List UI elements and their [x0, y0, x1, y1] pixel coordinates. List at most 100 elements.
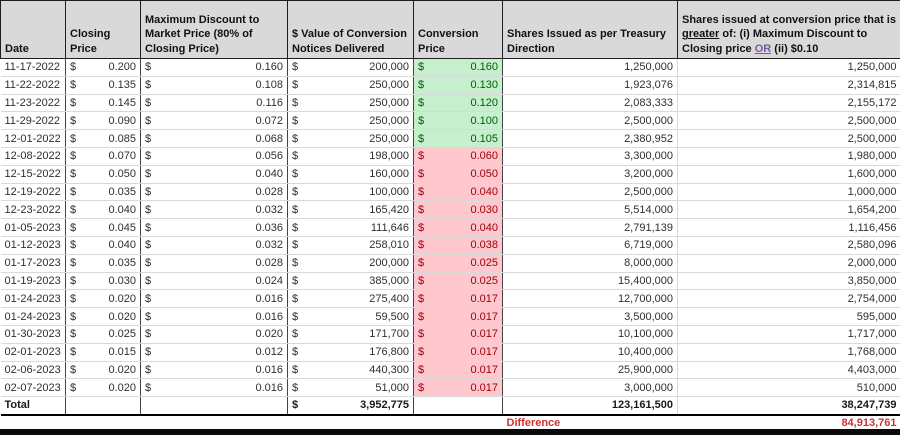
issued-shares-cell[interactable]: 2,754,000 — [677, 289, 900, 309]
notice-value-cell[interactable]: $165,420 — [287, 200, 414, 220]
treasury-shares-cell[interactable]: 2,380,952 — [502, 129, 678, 148]
date-cell[interactable]: 01-17-2023 — [0, 254, 66, 273]
treasury-shares-cell[interactable]: 10,400,000 — [502, 343, 678, 362]
discount-price-cell[interactable]: $0.016 — [140, 307, 288, 326]
treasury-shares-cell[interactable]: 5,514,000 — [502, 200, 678, 220]
issued-shares-cell[interactable]: 1,980,000 — [677, 147, 900, 166]
treasury-shares-cell[interactable]: 25,900,000 — [502, 361, 678, 380]
date-cell[interactable]: 01-24-2023 — [0, 307, 66, 326]
discount-price-cell[interactable]: $0.160 — [140, 58, 288, 77]
notice-value-cell[interactable]: $51,000 — [287, 378, 414, 398]
conversion-price-cell[interactable]: $0.130 — [413, 76, 503, 95]
conversion-price-cell[interactable]: $0.160 — [413, 58, 503, 77]
issued-shares-cell[interactable]: 1,116,456 — [677, 218, 900, 237]
empty-cell[interactable] — [288, 415, 414, 430]
date-cell[interactable]: 02-01-2023 — [0, 343, 66, 362]
date-cell[interactable]: 11-22-2022 — [0, 76, 66, 95]
date-cell[interactable]: 12-15-2022 — [0, 165, 66, 184]
conversion-price-cell[interactable]: $0.060 — [413, 147, 503, 166]
closing-price-cell[interactable]: $0.050 — [65, 165, 141, 184]
issued-shares-cell[interactable]: 1,250,000 — [677, 58, 900, 77]
treasury-shares-cell[interactable]: 12,700,000 — [502, 289, 678, 309]
notice-value-cell[interactable]: $250,000 — [287, 129, 414, 148]
notice-value-cell[interactable]: $258,010 — [287, 236, 414, 255]
date-cell[interactable]: 01-12-2023 — [0, 236, 66, 255]
closing-price-cell[interactable]: $0.085 — [65, 129, 141, 148]
conversion-price-cell[interactable]: $0.100 — [413, 111, 503, 131]
col-header-issued-shares[interactable]: Shares issued at conversion price that i… — [677, 0, 900, 59]
total-issued-shares-cell[interactable]: 38,247,739 — [677, 396, 900, 416]
total-notice-value-cell[interactable]: $3,952,775 — [287, 396, 414, 416]
discount-price-cell[interactable]: $0.016 — [140, 378, 288, 398]
discount-price-cell[interactable]: $0.068 — [140, 129, 288, 148]
notice-value-cell[interactable]: $385,000 — [287, 272, 414, 291]
closing-price-cell[interactable]: $0.020 — [65, 361, 141, 380]
closing-price-cell[interactable]: $0.200 — [65, 58, 141, 77]
conversion-price-cell[interactable]: $0.050 — [413, 165, 503, 184]
issued-shares-cell[interactable]: 2,155,172 — [677, 94, 900, 113]
closing-price-cell[interactable]: $0.135 — [65, 76, 141, 95]
closing-price-cell[interactable]: $0.040 — [65, 200, 141, 220]
empty-cell[interactable] — [414, 415, 503, 430]
treasury-shares-cell[interactable]: 3,000,000 — [502, 378, 678, 398]
issued-shares-cell[interactable]: 2,580,096 — [677, 236, 900, 255]
issued-shares-cell[interactable]: 2,000,000 — [677, 254, 900, 273]
issued-shares-cell[interactable]: 1,768,000 — [677, 343, 900, 362]
conversion-price-cell[interactable]: $0.038 — [413, 236, 503, 255]
col-header-date[interactable]: Date — [0, 0, 66, 59]
discount-price-cell[interactable]: $0.028 — [140, 254, 288, 273]
empty-cell[interactable] — [66, 415, 141, 430]
date-cell[interactable]: 02-07-2023 — [0, 378, 66, 398]
notice-value-cell[interactable]: $111,646 — [287, 218, 414, 237]
discount-price-cell[interactable]: $0.028 — [140, 183, 288, 202]
treasury-shares-cell[interactable]: 2,500,000 — [502, 111, 678, 131]
empty-cell[interactable] — [413, 396, 503, 416]
treasury-shares-cell[interactable]: 2,083,333 — [502, 94, 678, 113]
notice-value-cell[interactable]: $200,000 — [287, 58, 414, 77]
notice-value-cell[interactable]: $171,700 — [287, 325, 414, 344]
closing-price-cell[interactable]: $0.035 — [65, 183, 141, 202]
issued-shares-cell[interactable]: 510,000 — [677, 378, 900, 398]
date-cell[interactable]: 01-24-2023 — [0, 289, 66, 309]
issued-shares-cell[interactable]: 1,600,000 — [677, 165, 900, 184]
treasury-shares-cell[interactable]: 1,923,076 — [502, 76, 678, 95]
treasury-shares-cell[interactable]: 3,500,000 — [502, 307, 678, 326]
total-label-cell[interactable]: Total — [0, 396, 66, 416]
date-cell[interactable]: 12-08-2022 — [0, 147, 66, 166]
issued-shares-cell[interactable]: 1,717,000 — [677, 325, 900, 344]
date-cell[interactable]: 01-30-2023 — [0, 325, 66, 344]
treasury-shares-cell[interactable]: 6,719,000 — [502, 236, 678, 255]
notice-value-cell[interactable]: $176,800 — [287, 343, 414, 362]
discount-price-cell[interactable]: $0.040 — [140, 165, 288, 184]
discount-price-cell[interactable]: $0.108 — [140, 76, 288, 95]
closing-price-cell[interactable]: $0.020 — [65, 307, 141, 326]
conversion-price-cell[interactable]: $0.030 — [413, 200, 503, 220]
closing-price-cell[interactable]: $0.070 — [65, 147, 141, 166]
treasury-shares-cell[interactable]: 2,500,000 — [502, 183, 678, 202]
notice-value-cell[interactable]: $250,000 — [287, 76, 414, 95]
date-cell[interactable]: 11-17-2022 — [0, 58, 66, 77]
closing-price-cell[interactable]: $0.015 — [65, 343, 141, 362]
col-header-notice-value[interactable]: $ Value of Conversion Notices Delivered — [287, 0, 414, 59]
conversion-price-cell[interactable]: $0.105 — [413, 129, 503, 148]
col-header-treasury-shares[interactable]: Shares Issued as per Treasury Direction — [502, 0, 678, 59]
treasury-shares-cell[interactable]: 3,300,000 — [502, 147, 678, 166]
discount-price-cell[interactable]: $0.056 — [140, 147, 288, 166]
discount-price-cell[interactable]: $0.032 — [140, 236, 288, 255]
col-header-conversion-price[interactable]: Conversion Price — [413, 0, 503, 59]
conversion-price-cell[interactable]: $0.017 — [413, 325, 503, 344]
closing-price-cell[interactable]: $0.035 — [65, 254, 141, 273]
col-header-max-discount[interactable]: Maximum Discount to Market Price (80% of… — [140, 0, 288, 59]
discount-price-cell[interactable]: $0.032 — [140, 200, 288, 220]
conversion-price-cell[interactable]: $0.017 — [413, 289, 503, 309]
date-cell[interactable]: 01-05-2023 — [0, 218, 66, 237]
notice-value-cell[interactable]: $59,500 — [287, 307, 414, 326]
conversion-price-cell[interactable]: $0.017 — [413, 361, 503, 380]
issued-shares-cell[interactable]: 595,000 — [677, 307, 900, 326]
notice-value-cell[interactable]: $100,000 — [287, 183, 414, 202]
date-cell[interactable]: 01-19-2023 — [0, 272, 66, 291]
date-cell[interactable]: 11-23-2022 — [0, 94, 66, 113]
total-treasury-shares-cell[interactable]: 123,161,500 — [502, 396, 678, 416]
issued-shares-cell[interactable]: 2,500,000 — [677, 111, 900, 131]
date-cell[interactable]: 12-01-2022 — [0, 129, 66, 148]
